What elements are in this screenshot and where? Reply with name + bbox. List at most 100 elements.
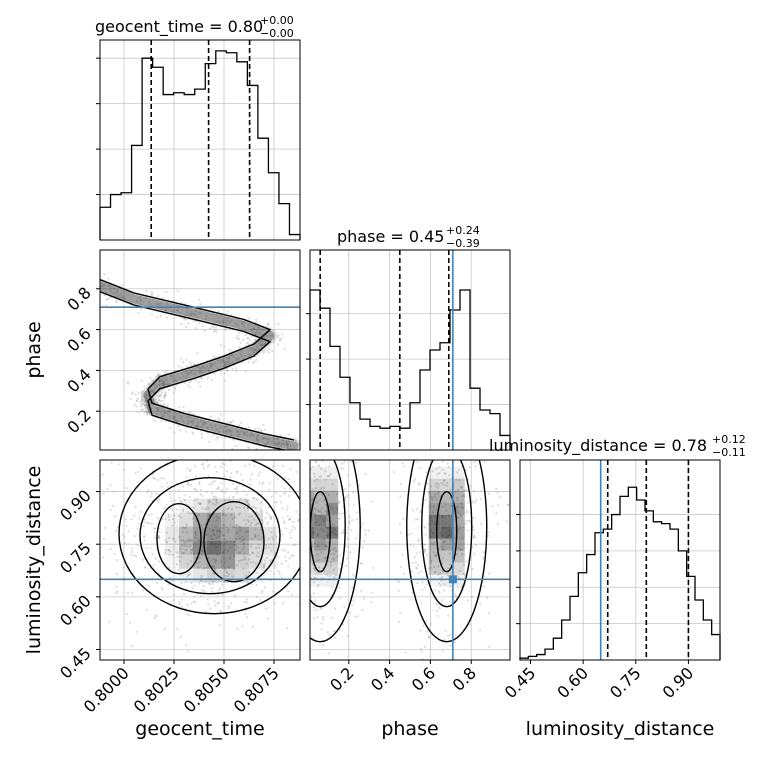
scatter-point xyxy=(301,474,303,476)
scatter-point xyxy=(192,313,195,316)
scatter-point xyxy=(196,562,199,565)
scatter-point xyxy=(433,495,437,498)
scatter-point xyxy=(269,517,273,521)
scatter-point xyxy=(272,572,275,575)
xtick-label-phase-0: 0.2 xyxy=(326,663,357,694)
scatter-point xyxy=(303,547,305,549)
scatter-point xyxy=(203,590,206,593)
scatter-point xyxy=(270,334,273,337)
density-cell xyxy=(428,538,441,551)
scatter-point xyxy=(431,433,433,435)
scatter-point xyxy=(183,382,186,385)
scatter-point xyxy=(157,535,161,538)
scatter-point xyxy=(121,284,124,287)
scatter-point xyxy=(301,612,303,614)
scatter-point xyxy=(174,387,177,390)
scatter-point xyxy=(143,518,146,521)
scatter-point xyxy=(115,529,118,533)
scatter-point xyxy=(182,539,185,543)
scatter-point xyxy=(327,453,329,455)
scatter-point xyxy=(450,491,453,494)
scatter-point xyxy=(286,505,289,508)
scatter-point xyxy=(482,557,485,560)
scatter-point xyxy=(261,328,265,331)
scatter-point xyxy=(66,284,68,286)
scatter-point xyxy=(140,409,143,412)
scatter-point xyxy=(206,376,209,379)
scatter-point xyxy=(135,555,138,558)
scatter-point xyxy=(444,453,446,455)
scatter-point xyxy=(223,557,226,560)
scatter-point xyxy=(307,509,309,511)
scatter-point xyxy=(323,456,325,458)
scatter-point xyxy=(308,456,310,458)
scatter-point xyxy=(223,548,226,551)
scatter-point xyxy=(183,593,186,596)
scatter-point xyxy=(199,556,202,560)
scatter-point xyxy=(424,548,427,551)
scatter-point xyxy=(145,396,148,400)
scatter-point xyxy=(243,555,246,559)
scatter-point xyxy=(211,565,214,568)
scatter-point xyxy=(417,538,420,541)
scatter-point xyxy=(189,411,192,414)
scatter-point xyxy=(261,536,264,539)
scatter-point xyxy=(212,557,215,561)
scatter-point xyxy=(176,551,179,554)
scatter-point xyxy=(139,303,142,306)
scatter-point xyxy=(94,278,96,280)
scatter-point xyxy=(249,483,252,486)
scatter-point xyxy=(157,534,160,537)
scatter-point xyxy=(172,599,175,602)
scatter-point xyxy=(158,395,161,398)
scatter-point xyxy=(165,541,168,544)
scatter-point xyxy=(304,472,306,474)
scatter-point xyxy=(209,534,212,538)
scatter-point xyxy=(215,499,218,502)
scatter-point xyxy=(335,492,338,495)
scatter-point xyxy=(425,583,428,586)
scatter-point xyxy=(282,545,284,547)
scatter-point xyxy=(241,535,244,539)
scatter-point xyxy=(244,612,247,616)
scatter-point xyxy=(349,451,351,453)
scatter-point xyxy=(449,488,452,491)
scatter-point xyxy=(164,549,167,552)
scatter-point xyxy=(226,508,229,511)
scatter-point xyxy=(223,365,226,368)
scatter-point xyxy=(216,470,219,473)
scatter-point xyxy=(327,494,330,497)
scatter-point xyxy=(283,520,286,523)
scatter-point xyxy=(263,443,267,446)
scatter-point xyxy=(260,429,263,432)
scatter-point xyxy=(449,585,452,588)
scatter-point xyxy=(163,627,166,631)
scatter-point xyxy=(329,472,332,476)
scatter-point xyxy=(215,559,218,562)
scatter-point xyxy=(460,514,463,518)
scatter-point xyxy=(184,371,187,374)
scatter-point xyxy=(255,572,258,575)
scatter-point xyxy=(274,491,278,494)
scatter-point xyxy=(199,367,202,370)
scatter-point xyxy=(370,520,372,522)
scatter-point xyxy=(458,426,460,428)
scatter-point xyxy=(204,580,207,583)
scatter-point xyxy=(439,432,441,434)
scatter-point xyxy=(156,412,159,415)
scatter-point xyxy=(268,546,271,549)
scatter-point xyxy=(443,548,446,551)
scatter-point xyxy=(152,398,155,402)
scatter-point xyxy=(344,487,347,490)
scatter-point xyxy=(245,523,248,526)
scatter-point xyxy=(200,377,203,380)
scatter-point xyxy=(225,539,228,542)
scatter-point xyxy=(121,295,124,298)
density-cell xyxy=(428,562,441,575)
scatter-point xyxy=(281,548,284,551)
scatter-point xyxy=(251,433,254,436)
scatter-point xyxy=(326,631,329,634)
scatter-point xyxy=(345,532,348,535)
scatter-point xyxy=(287,474,289,476)
scatter-point xyxy=(277,442,281,445)
